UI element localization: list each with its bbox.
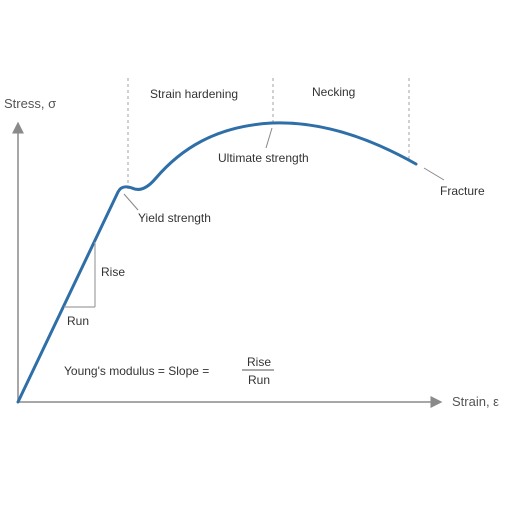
ultimate-leader [265,127,273,149]
fraction-denominator: Run [248,373,270,387]
x-axis-label: Strain, ε [452,394,499,409]
rise-label: Rise [101,265,125,279]
run-label: Run [67,314,89,328]
region-strain-hardening-label: Strain hardening [150,87,238,101]
yield-strength-label: Yield strength [138,211,211,225]
yield-leader [123,193,139,211]
fracture-leader [423,167,445,181]
fracture-label: Fracture [440,184,485,198]
y-axis-label: Stress, σ [4,96,56,111]
fraction-numerator: Rise [247,355,271,369]
youngs-modulus-formula: Young's modulus = Slope = [64,364,209,378]
ultimate-strength-label: Ultimate strength [218,151,309,165]
region-necking-label: Necking [312,85,355,99]
stress-strain-curve [16,121,418,404]
